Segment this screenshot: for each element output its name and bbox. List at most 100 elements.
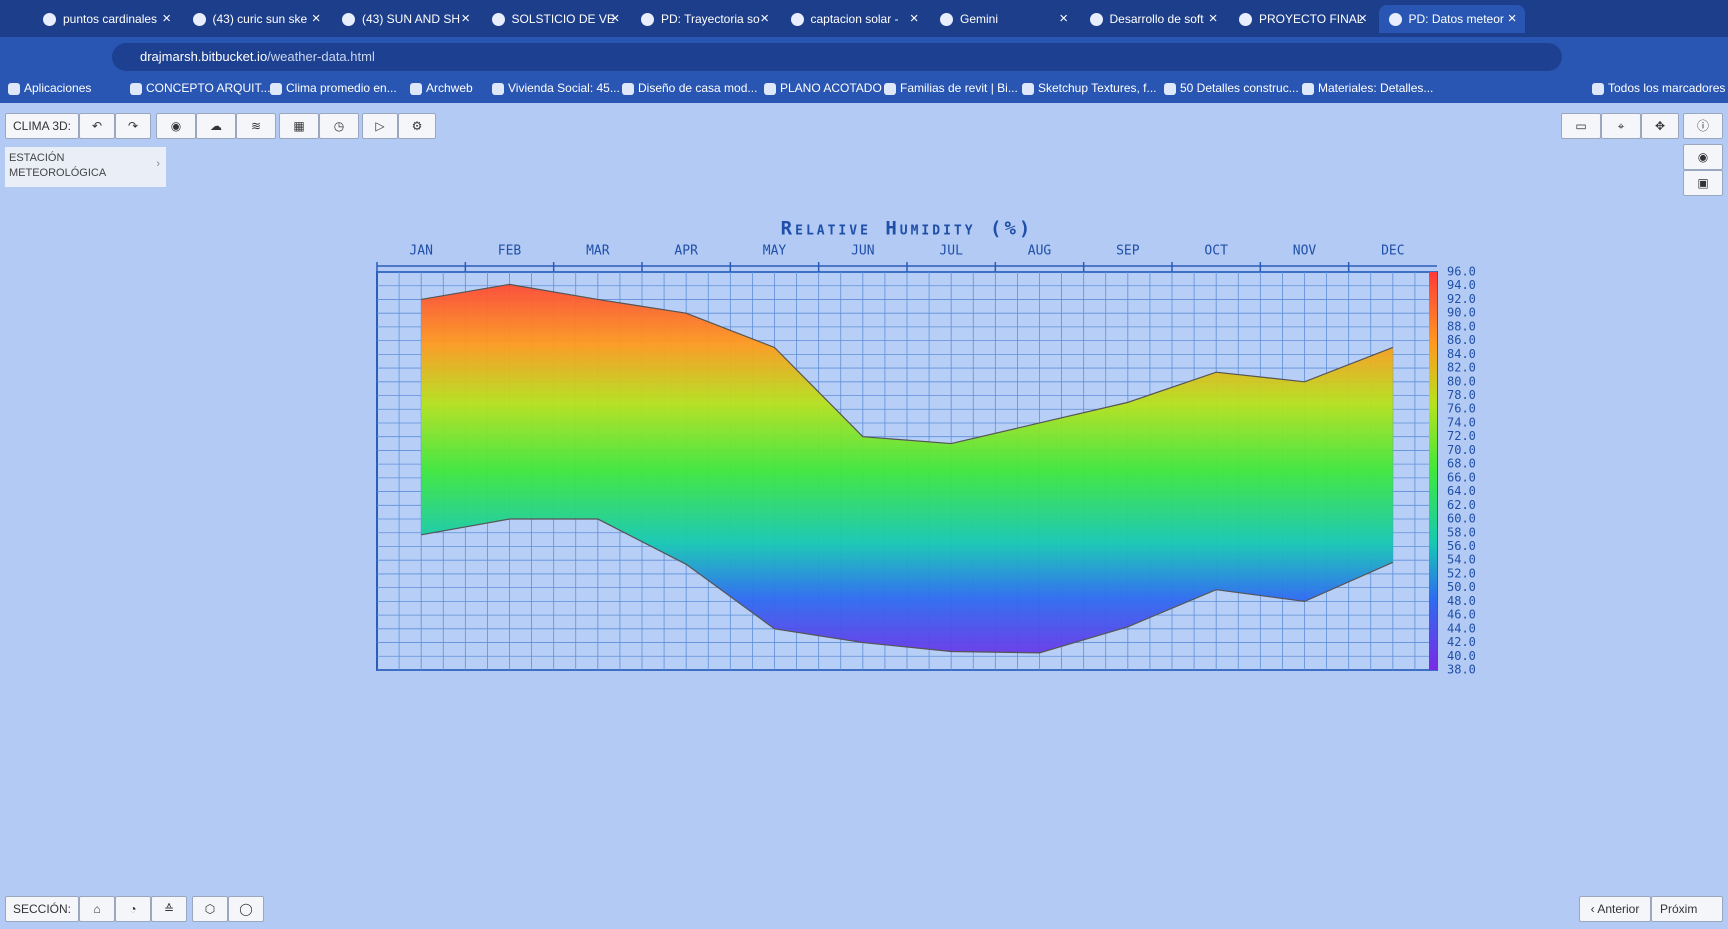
prev-button[interactable]: ‹ Anterior xyxy=(1579,896,1651,922)
x-tick-label: JUL xyxy=(939,244,963,259)
clock-button[interactable]: ◷ xyxy=(319,113,359,139)
y-tick-label: 58.0 xyxy=(1447,525,1476,539)
bookmark[interactable]: Vivienda Social: 45... xyxy=(490,81,620,95)
bookmark[interactable]: 50 Detalles construc... xyxy=(1162,81,1299,95)
x-tick-label: APR xyxy=(674,244,698,259)
calendar-button[interactable]: ▦ xyxy=(279,113,319,139)
bookmark[interactable]: CONCEPTO ARQUIT... xyxy=(128,81,270,95)
y-tick-label: 50.0 xyxy=(1447,580,1476,594)
view-button[interactable]: ◉ xyxy=(1683,144,1723,170)
section-tool[interactable]: ◔ xyxy=(115,896,151,922)
y-tick-label: 68.0 xyxy=(1447,457,1476,471)
y-tick-label: 62.0 xyxy=(1447,498,1476,512)
y-tick-label: 60.0 xyxy=(1447,512,1476,526)
section-tool[interactable]: ◯ xyxy=(228,896,264,922)
x-tick-label: FEB xyxy=(498,244,522,259)
tab[interactable]: PD: Datos meteor xyxy=(1378,5,1525,33)
chart-title: Relative Humidity (%) xyxy=(781,218,1034,240)
url-field[interactable]: drajmarsh.bitbucket.io/weather-data.html xyxy=(112,43,1562,71)
bookmark[interactable]: PLANO ACOTADO xyxy=(762,81,882,95)
tab[interactable]: PD: Trayectoria so xyxy=(631,5,777,33)
band-edge xyxy=(421,283,1394,445)
y-tick-label: 44.0 xyxy=(1447,621,1476,635)
toolbar-label: CLIMA 3D: xyxy=(5,113,79,139)
y-tick-label: 42.0 xyxy=(1447,635,1476,649)
section-tool[interactable]: ⌂ xyxy=(79,896,115,922)
bookmark[interactable]: Archweb xyxy=(408,81,473,95)
bookmark[interactable]: Familias de revit | Bi... xyxy=(882,81,1018,95)
y-tick-label: 80.0 xyxy=(1447,374,1476,388)
redo-button[interactable]: ↷ xyxy=(115,113,151,139)
play-button[interactable]: ▷ xyxy=(362,113,398,139)
x-tick-label: SEP xyxy=(1116,244,1140,259)
tab[interactable]: PROYECTO FINAL xyxy=(1229,5,1375,33)
x-tick-label: OCT xyxy=(1204,244,1228,259)
y-tick-label: 96.0 xyxy=(1447,265,1476,279)
tab[interactable]: SOLSTICIO DE VE xyxy=(482,5,628,33)
next-label: Próxim xyxy=(1660,902,1698,916)
y-tick-label: 52.0 xyxy=(1447,566,1476,580)
panel-arrow: › xyxy=(156,158,160,170)
section-label: SECCIÓN: xyxy=(5,896,79,922)
y-tick-label: 64.0 xyxy=(1447,484,1476,498)
url-host: drajmarsh.bitbucket.io xyxy=(140,49,268,64)
bookmarks-bar: Aplicaciones CONCEPTO ARQUIT... Clima prom… xyxy=(0,77,1728,103)
y-tick-label: 92.0 xyxy=(1447,292,1476,306)
tab[interactable]: (43) curic sun ske xyxy=(183,5,329,33)
y-tick-label: 46.0 xyxy=(1447,608,1476,622)
y-tick-label: 72.0 xyxy=(1447,429,1476,443)
y-tick-label: 88.0 xyxy=(1447,319,1476,333)
prev-label: Anterior xyxy=(1597,902,1640,916)
bookmark[interactable]: Clima promedio en... xyxy=(268,81,397,95)
layout-button[interactable]: ▣ xyxy=(1683,170,1723,196)
x-tick-label: DEC xyxy=(1381,244,1404,259)
band-edge xyxy=(421,518,1394,654)
settings-button[interactable]: ⚙ xyxy=(398,113,436,139)
y-tick-label: 66.0 xyxy=(1447,470,1476,484)
all-bookmarks[interactable]: Todos los marcadores xyxy=(1590,81,1725,95)
undo-button[interactable]: ↶ xyxy=(79,113,115,139)
weather-button[interactable]: ☁ xyxy=(196,113,236,139)
y-tick-label: 38.0 xyxy=(1447,663,1476,677)
bookmark[interactable]: Aplicaciones xyxy=(6,81,91,95)
humidity-band xyxy=(421,284,1393,653)
y-tick-label: 84.0 xyxy=(1447,347,1476,361)
x-tick-label: JAN xyxy=(409,244,432,259)
y-tick-label: 74.0 xyxy=(1447,415,1476,429)
tab[interactable]: Gemini xyxy=(930,5,1076,33)
globe-button[interactable]: ◉ xyxy=(156,113,196,139)
bookmark[interactable]: Diseño de casa mod... xyxy=(620,81,757,95)
url-path: /weather-data.html xyxy=(267,49,375,64)
station-panel[interactable]: ESTACIÓN METEOROLÓGICA › xyxy=(5,147,166,187)
target-button[interactable]: ⌖ xyxy=(1601,113,1641,139)
x-tick-label: MAY xyxy=(763,244,787,259)
y-tick-label: 86.0 xyxy=(1447,333,1476,347)
section-tool[interactable]: ⬡ xyxy=(192,896,228,922)
move-button[interactable]: ✥ xyxy=(1641,113,1679,139)
x-tick-label: AUG xyxy=(1028,244,1052,259)
y-tick-label: 40.0 xyxy=(1447,649,1476,663)
y-tick-label: 90.0 xyxy=(1447,306,1476,320)
info-button[interactable]: ⓘ xyxy=(1683,113,1723,139)
bookmark[interactable]: Materiales: Detalles... xyxy=(1300,81,1433,95)
tab[interactable]: puntos cardinales xyxy=(33,5,179,33)
y-tick-label: 76.0 xyxy=(1447,402,1476,416)
station-panel-label: ESTACIÓN METEOROLÓGICA xyxy=(9,152,107,179)
y-tick-label: 70.0 xyxy=(1447,443,1476,457)
tab[interactable]: (43) SUN AND SH xyxy=(332,5,478,33)
tab[interactable]: Desarrollo de soft xyxy=(1080,5,1226,33)
y-tick-label: 56.0 xyxy=(1447,539,1476,553)
image-button[interactable]: ▭ xyxy=(1561,113,1601,139)
next-button[interactable]: Próxim xyxy=(1651,896,1723,922)
section-tool[interactable]: ≙ xyxy=(151,896,187,922)
x-tick-label: JUN xyxy=(851,244,874,259)
x-tick-label: MAR xyxy=(586,244,610,259)
x-tick-label: NOV xyxy=(1293,244,1317,259)
y-tick-label: 82.0 xyxy=(1447,361,1476,375)
bookmark[interactable]: Sketchup Textures, f... xyxy=(1020,81,1157,95)
color-bar xyxy=(1429,272,1437,670)
tab[interactable]: captacion solar - xyxy=(781,5,927,33)
graph-button[interactable]: ≋ xyxy=(236,113,276,139)
